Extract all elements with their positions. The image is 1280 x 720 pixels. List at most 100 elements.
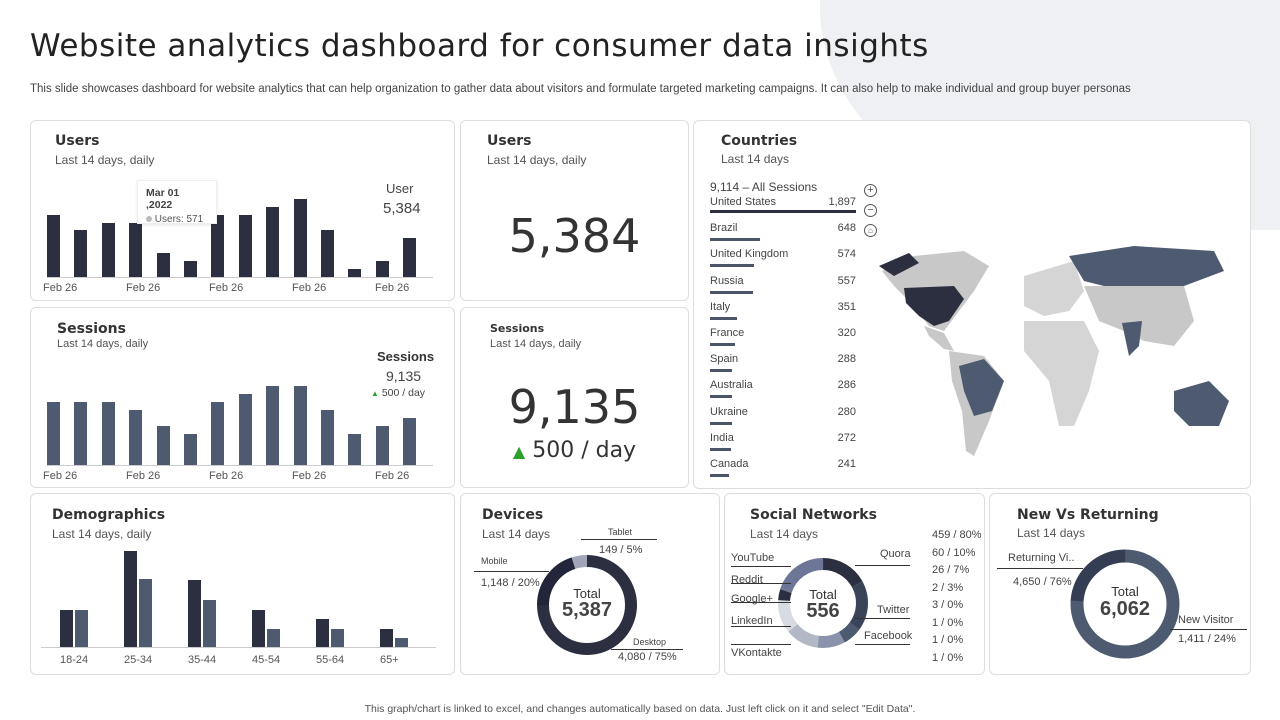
bar[interactable]	[129, 222, 143, 277]
demographics-bar[interactable]	[316, 619, 329, 647]
country-row[interactable]: Canada 241	[710, 458, 856, 477]
social-donut[interactable]	[777, 557, 869, 649]
sessions-bars	[47, 368, 433, 466]
bar[interactable]	[375, 261, 389, 277]
sessions-total: 9,114 – All Sessions	[710, 180, 818, 194]
bar[interactable]	[375, 426, 389, 465]
bar[interactable]	[129, 410, 143, 465]
donut-segment[interactable]	[537, 555, 637, 655]
country-bar	[710, 238, 760, 242]
country-name: Ukraine	[710, 405, 748, 418]
bar[interactable]	[403, 418, 417, 465]
zoom-in-icon[interactable]: +	[864, 184, 877, 197]
country-value: 351	[837, 300, 856, 313]
bar[interactable]	[47, 402, 60, 465]
bar[interactable]	[238, 214, 252, 277]
demographics-bar[interactable]	[331, 629, 344, 647]
country-name: Brazil	[710, 222, 738, 235]
kpi-value: 9,135	[386, 368, 422, 384]
donut-segment[interactable]	[777, 557, 869, 649]
country-value: 574	[837, 248, 856, 261]
demographics-bar[interactable]	[75, 610, 88, 647]
bar[interactable]	[74, 402, 88, 465]
country-row[interactable]: India 272	[710, 432, 856, 451]
demographics-bar[interactable]	[124, 551, 137, 647]
bar[interactable]	[293, 199, 307, 277]
country-bar	[710, 474, 729, 477]
bar[interactable]	[348, 269, 362, 277]
donut-segment[interactable]	[778, 558, 868, 648]
demographics-bar[interactable]	[60, 610, 73, 647]
country-row[interactable]: Brazil 648	[710, 222, 856, 242]
bar[interactable]	[320, 410, 334, 465]
bar[interactable]	[266, 206, 280, 277]
donut-segment[interactable]	[1070, 549, 1180, 659]
card-title: Social Networks	[750, 507, 877, 523]
bar[interactable]	[156, 253, 170, 277]
donut-segment[interactable]	[777, 557, 869, 649]
home-icon[interactable]: ⌂	[864, 224, 877, 237]
country-row[interactable]: Russia 557	[710, 275, 856, 294]
x-axis-label: Feb 26	[43, 470, 78, 482]
bar[interactable]	[211, 402, 225, 465]
social-label: Google+	[731, 593, 773, 605]
x-axis-label: 65+	[380, 654, 399, 666]
demographics-card: Demographics Last 14 days, daily 18-24 25…	[30, 493, 455, 675]
bar[interactable]	[183, 434, 197, 465]
bar[interactable]	[348, 434, 362, 465]
country-row[interactable]: Ukraine 280	[710, 405, 856, 425]
new-vs-returning-donut[interactable]	[1070, 549, 1180, 659]
label-desktop: Desktop	[633, 637, 667, 647]
x-axis-label: Feb 26	[209, 282, 244, 294]
country-row[interactable]: France 320	[710, 327, 856, 346]
bar[interactable]	[211, 214, 225, 277]
social-label: LinkedIn	[731, 615, 773, 627]
country-row[interactable]: Australia 286	[710, 379, 856, 399]
map-russia	[1069, 246, 1224, 291]
demographics-bar[interactable]	[252, 610, 265, 647]
country-row[interactable]: Spain 288	[710, 353, 856, 373]
country-name: United States	[710, 196, 777, 208]
bar[interactable]	[238, 394, 252, 465]
devices-donut[interactable]	[536, 554, 638, 656]
country-row[interactable]: United Kingdom 574	[710, 248, 856, 268]
bar[interactable]	[183, 261, 197, 277]
donut-segment[interactable]	[536, 554, 638, 656]
social-label: Facebook	[864, 630, 913, 642]
x-axis-label: 55-64	[316, 654, 345, 666]
donut-segment[interactable]	[777, 557, 869, 649]
card-title: Devices	[482, 507, 544, 523]
demographics-bar[interactable]	[203, 600, 216, 647]
country-row[interactable]: United States 1,897	[710, 196, 856, 213]
bar[interactable]	[101, 402, 115, 465]
social-value: 459 / 80%	[932, 529, 982, 541]
bar[interactable]	[320, 229, 334, 277]
map-central-america	[924, 326, 954, 351]
bar[interactable]	[47, 214, 60, 277]
world-map[interactable]	[874, 231, 1249, 471]
bar[interactable]	[101, 222, 115, 277]
x-axis-label: 25-34	[124, 654, 153, 666]
country-bar	[710, 369, 733, 373]
demographics-bar[interactable]	[188, 580, 201, 647]
demographics-bar[interactable]	[395, 638, 408, 647]
bar[interactable]	[293, 386, 307, 465]
x-axis-label: Feb 26	[375, 470, 410, 482]
bar[interactable]	[266, 386, 280, 465]
kpi-label: User	[386, 181, 414, 196]
demographics-bar[interactable]	[380, 629, 393, 647]
country-row[interactable]: Italy 351	[710, 300, 856, 320]
new-vs-returning-card: New Vs Returning Last 14 days Total 6,06…	[989, 493, 1251, 675]
x-axis-label: 35-44	[188, 654, 217, 666]
donut-segment[interactable]	[778, 558, 868, 648]
x-axis-label: Feb 26	[126, 282, 161, 294]
tooltip-value: Users: 571	[154, 214, 204, 225]
zoom-out-icon[interactable]: −	[864, 204, 877, 217]
bar[interactable]	[74, 229, 88, 277]
card-subtitle: Last 14 days, daily	[52, 527, 152, 541]
demographics-bar[interactable]	[139, 579, 152, 647]
bar[interactable]	[403, 237, 417, 277]
bar[interactable]	[156, 426, 170, 465]
card-title: Users	[487, 133, 532, 149]
demographics-bar[interactable]	[267, 629, 280, 647]
